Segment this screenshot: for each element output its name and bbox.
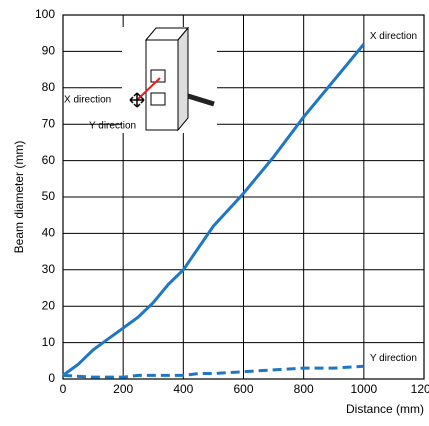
plot-frame <box>62 14 425 380</box>
y-tick-label: 60 <box>42 153 56 167</box>
sensor-diagram: X direction Y direction <box>64 26 217 133</box>
sensor-cable <box>187 93 215 107</box>
y-tick-label: 90 <box>42 44 56 58</box>
x-tick-label: 1000 <box>350 382 377 396</box>
annotation: Y direction <box>89 121 136 132</box>
sensor-side <box>177 26 189 132</box>
series-label: Y direction <box>370 353 417 364</box>
x-axis-label: Distance (mm) <box>346 402 424 416</box>
series-label: X direction <box>370 31 417 42</box>
y-tick-label: 0 <box>48 371 55 385</box>
y-tick-label: 30 <box>42 262 56 276</box>
beam <box>136 77 161 101</box>
x-tick-label: 600 <box>233 382 253 396</box>
y-tick-label: 80 <box>42 80 56 94</box>
y-tick-label: 50 <box>42 189 56 203</box>
annotation: X direction <box>64 95 111 106</box>
y-axis-label: Beam diameter (mm) <box>12 141 26 254</box>
x-tick-label: 800 <box>294 382 314 396</box>
direction-arrows <box>129 92 145 108</box>
y-tick-label: 40 <box>42 226 56 240</box>
sensor-window <box>150 92 166 106</box>
data-line <box>62 43 365 377</box>
x-tick-label: 1200 <box>411 382 429 396</box>
y-tick-label: 20 <box>42 298 56 312</box>
y-tick-label: 10 <box>42 335 56 349</box>
data-line <box>62 364 364 379</box>
sensor-window <box>150 69 166 83</box>
x-tick-label: 0 <box>60 382 67 396</box>
y-tick-label: 70 <box>42 116 56 130</box>
y-tick-label: 100 <box>35 7 55 21</box>
x-tick-label: 200 <box>113 382 133 396</box>
sensor-front <box>145 39 179 131</box>
x-tick-label: 400 <box>173 382 193 396</box>
